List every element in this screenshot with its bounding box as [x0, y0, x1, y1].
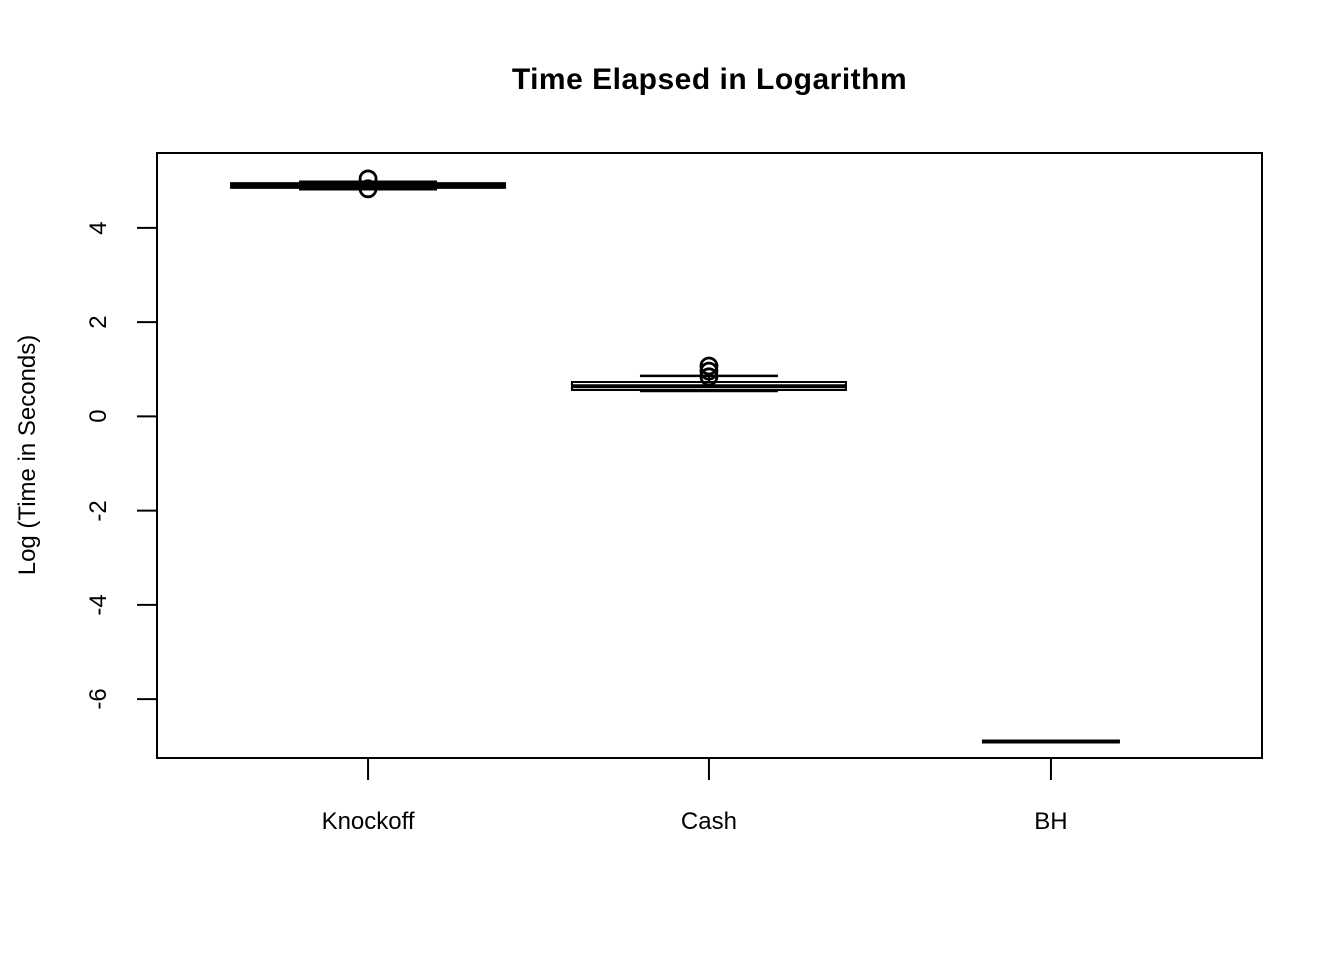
x-category-label: Knockoff	[321, 808, 415, 835]
y-tick-label: -6	[85, 688, 112, 710]
outlier-circle	[699, 356, 719, 376]
y-tick-label: 0	[85, 409, 112, 424]
chart-title: Time Elapsed in Logarithm	[511, 63, 908, 96]
outlier-circle	[358, 169, 378, 189]
outlier-circle	[358, 179, 378, 199]
plot-border	[156, 152, 1263, 759]
y-tick-label: 4	[85, 221, 112, 235]
y-tick-label: 2	[85, 315, 112, 329]
y-tick-label: -2	[85, 499, 112, 522]
y-tick-label: -4	[85, 594, 112, 616]
outlier-circle	[699, 367, 719, 387]
outlier-circle	[699, 361, 719, 381]
x-category-label: BH	[1034, 808, 1068, 835]
x-category-label: Cash	[680, 808, 737, 835]
